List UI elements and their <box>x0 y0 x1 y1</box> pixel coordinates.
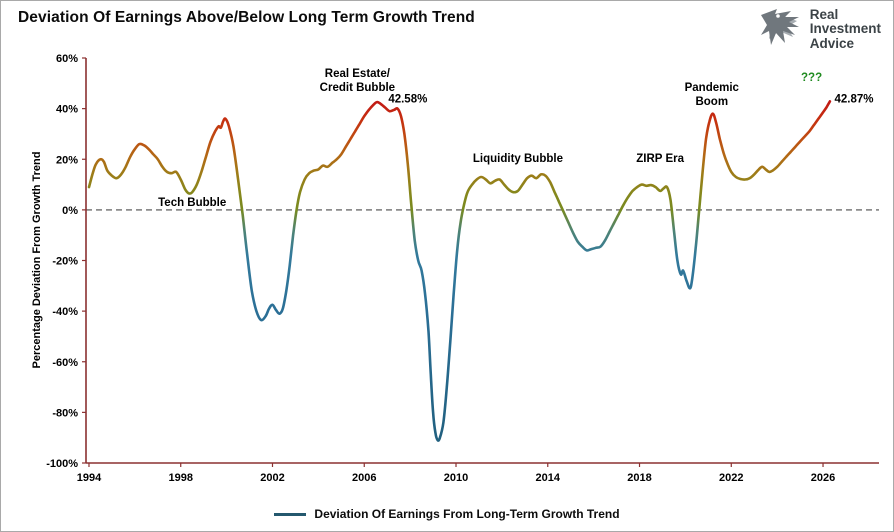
y-tick-label: -20% <box>52 256 78 268</box>
logo-line-1: Real <box>809 6 839 22</box>
x-tick-label: 2018 <box>627 472 651 484</box>
y-tick-label: -100% <box>46 458 78 470</box>
earnings-deviation-line <box>87 100 832 442</box>
eagle-logo-icon <box>757 5 803 54</box>
chart-annotation: ??? <box>801 72 822 84</box>
legend: Deviation Of Earnings From Long-Term Gro… <box>1 507 893 521</box>
x-tick-label: 1994 <box>77 472 102 484</box>
x-tick-label: 2010 <box>444 472 468 484</box>
logo-line-3: Advice <box>809 35 854 51</box>
chart-annotation: Liquidity Bubble <box>473 153 563 165</box>
y-tick-label: -40% <box>52 306 78 318</box>
y-tick-label: -60% <box>52 357 78 369</box>
chart-annotation: ZIRP Era <box>636 153 684 165</box>
chart-annotation: 42.58% <box>388 93 427 105</box>
x-tick-label: 2022 <box>719 472 743 484</box>
chart-title: Deviation Of Earnings Above/Below Long T… <box>18 9 475 26</box>
y-tick-label: 60% <box>56 53 78 65</box>
x-tick-label: 2006 <box>352 472 376 484</box>
legend-label: Deviation Of Earnings From Long-Term Gro… <box>314 507 620 521</box>
x-tick-label: 1998 <box>168 472 192 484</box>
x-tick-label: 2002 <box>260 472 284 484</box>
x-tick-label: 2014 <box>536 472 561 484</box>
legend-line-marker <box>274 512 307 516</box>
logo-line-2: Investment <box>809 21 881 37</box>
chart-annotation: 42.87% <box>834 93 873 105</box>
chart-annotation: Real Estate/Credit Bubble <box>320 68 395 94</box>
logo-wordmark: Real Investment Advice <box>809 6 881 52</box>
y-tick-label: 40% <box>56 104 78 116</box>
y-tick-label: -80% <box>52 407 78 419</box>
chart-annotation: Pandemic Boom <box>685 82 740 108</box>
chart-annotation: Tech Bubble <box>158 197 226 209</box>
y-tick-label: 20% <box>56 154 78 166</box>
x-tick-label: 2026 <box>811 472 835 484</box>
real-investment-advice-logo: Real Investment Advice <box>757 5 881 54</box>
y-tick-label: 0% <box>62 205 78 217</box>
